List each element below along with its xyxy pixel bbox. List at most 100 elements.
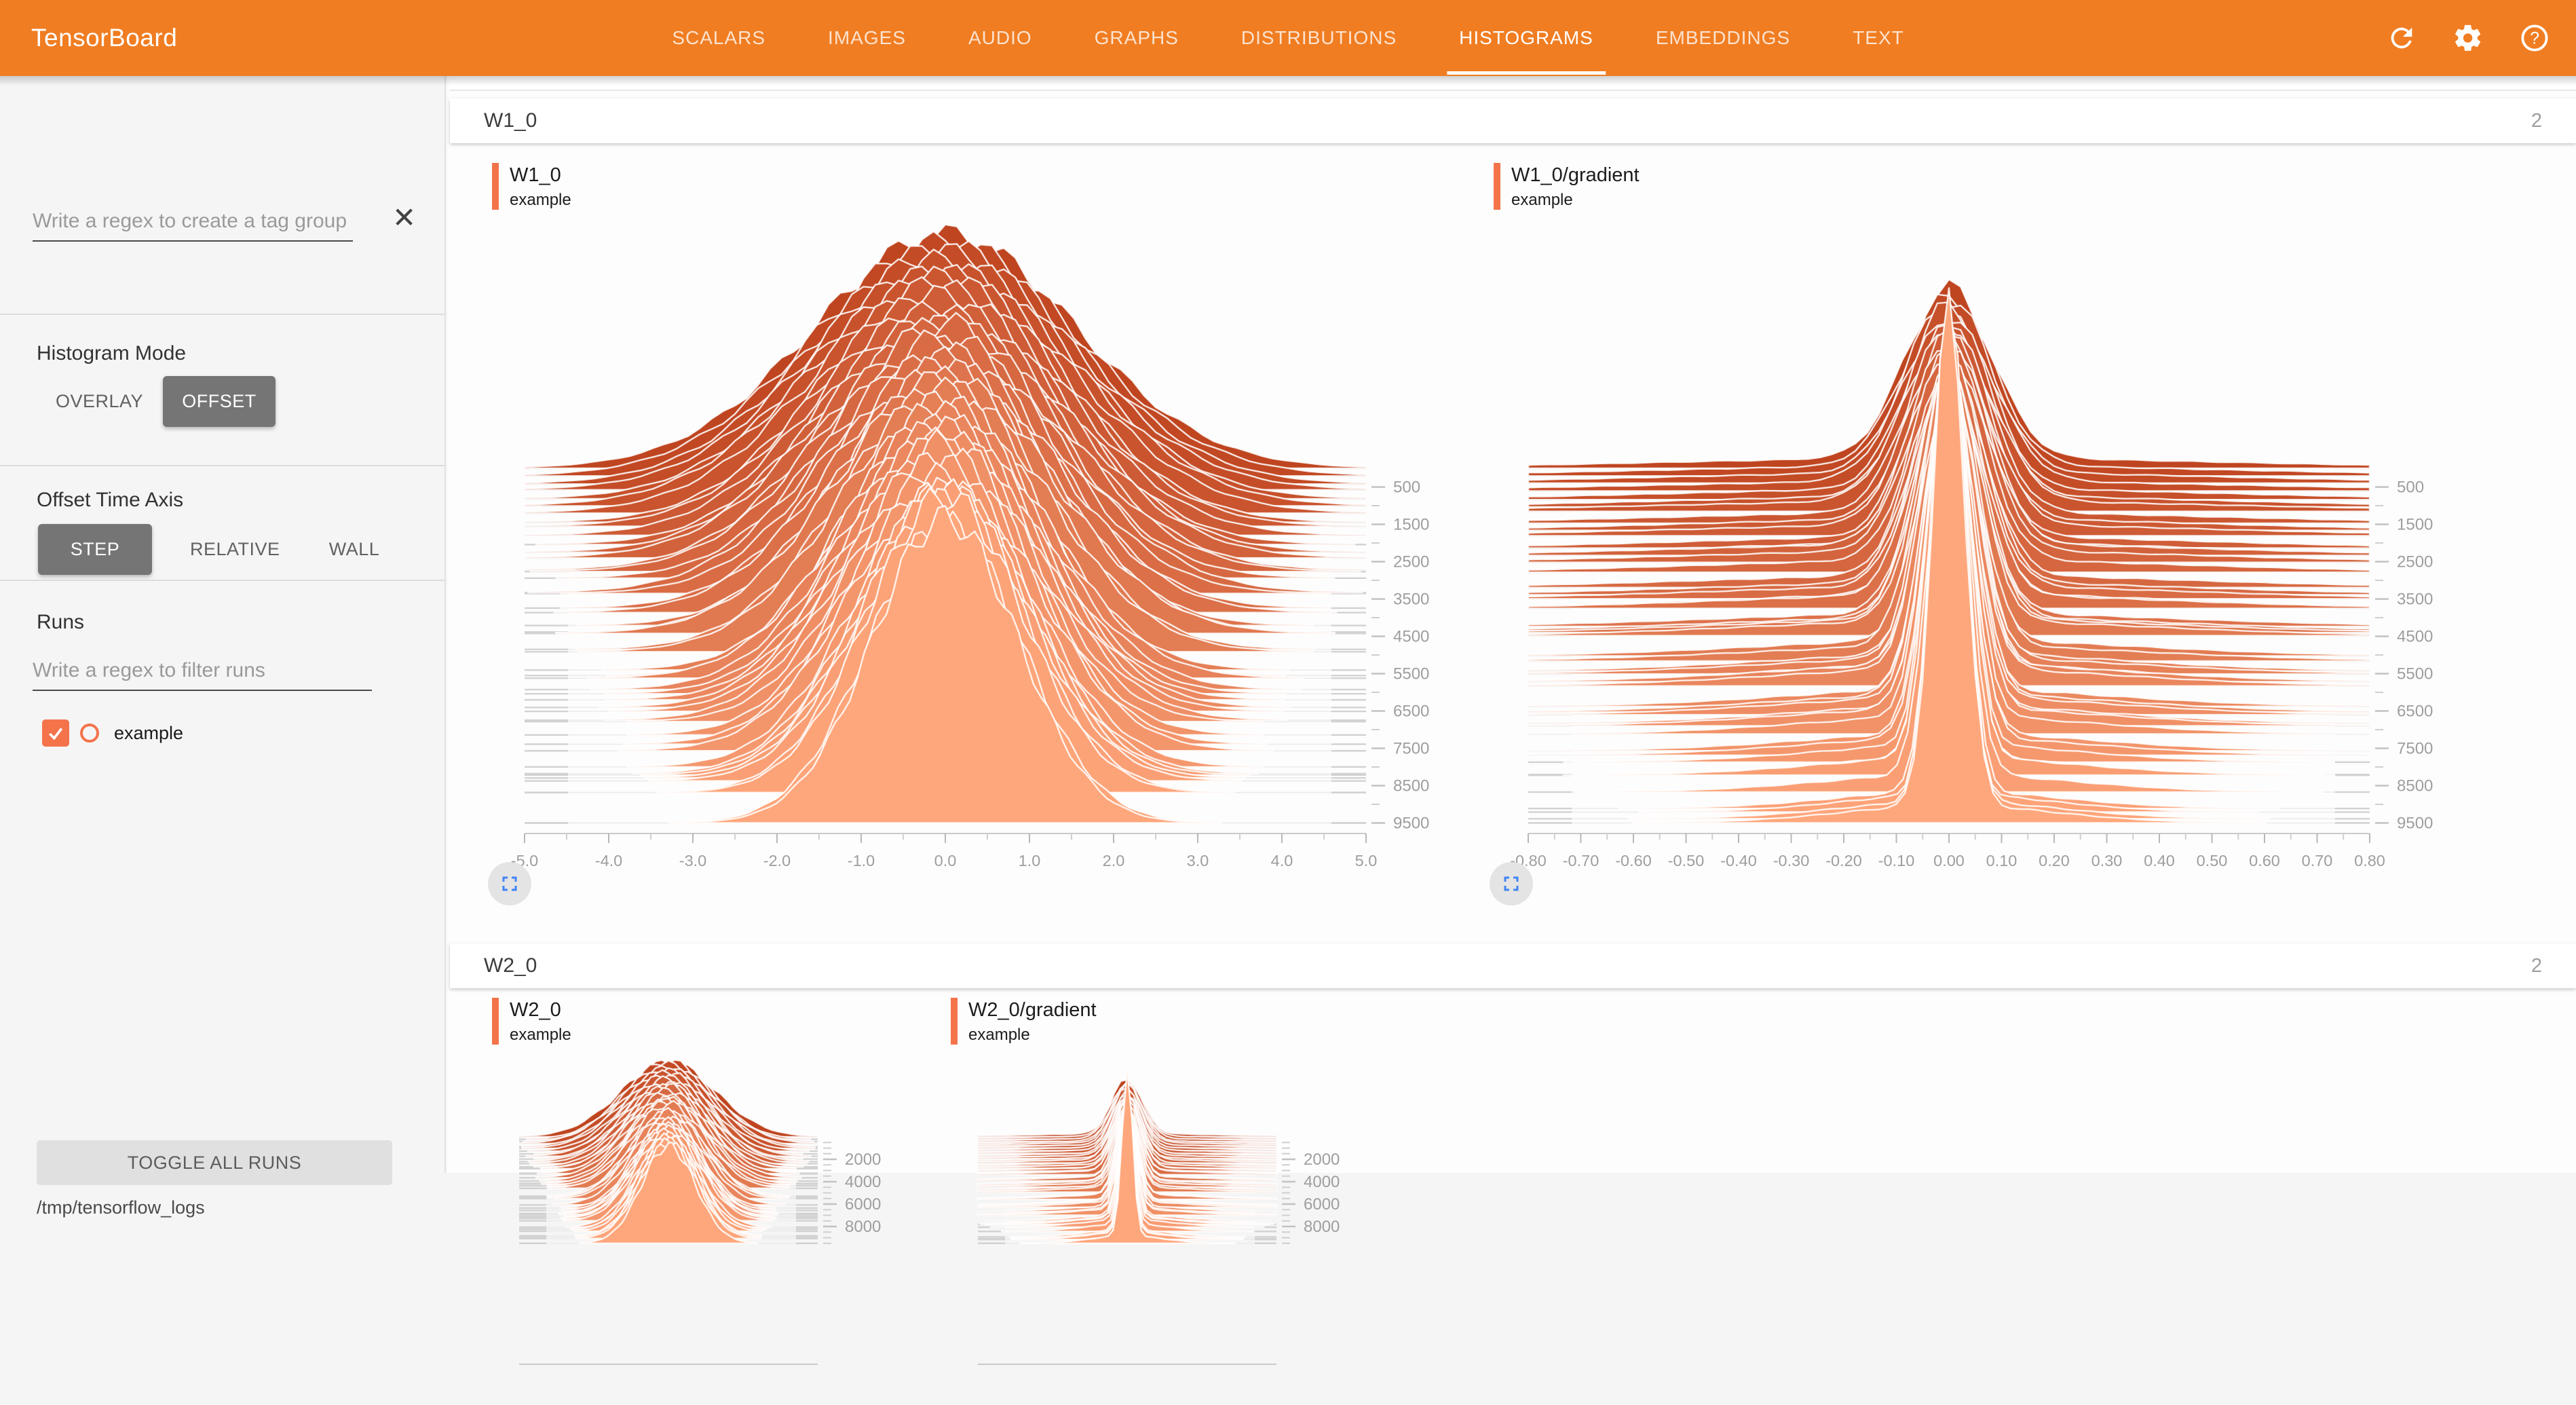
main-content: W1_0 2 W1_0 example 500 1500 2500 3500 4500 5… [447, 76, 2576, 1365]
svg-text:0.50: 0.50 [2197, 852, 2228, 869]
expand-icon[interactable] [1490, 862, 1533, 905]
svg-text:500: 500 [1393, 479, 1420, 497]
mode-offset-button[interactable]: OFFSET [163, 376, 276, 427]
scrolled-card-edge [450, 76, 2576, 91]
svg-text:4000: 4000 [845, 1173, 881, 1191]
run-color-bar [951, 998, 958, 1045]
axis-step-button[interactable]: STEP [38, 524, 152, 575]
histogram-plot[interactable]: 2000 4000 6000 8000 [936, 1045, 1343, 1398]
svg-text:0.30: 0.30 [2091, 852, 2123, 869]
svg-text:2000: 2000 [845, 1150, 881, 1169]
tab-graphs[interactable]: GRAPHS [1094, 27, 1179, 48]
chart-run-label: example [510, 1026, 571, 1044]
sidebar: ✕ Histogram Mode OVERLAY OFFSET Offset T… [0, 76, 446, 1218]
chart-run-label: example [968, 1026, 1030, 1044]
svg-text:4500: 4500 [1393, 628, 1429, 646]
tab-histograms[interactable]: HISTOGRAMS [1428, 0, 1625, 76]
svg-text:2500: 2500 [1393, 553, 1429, 572]
svg-text:-0.20: -0.20 [1825, 852, 1862, 869]
svg-text:0.0: 0.0 [934, 852, 957, 869]
svg-text:-2.0: -2.0 [763, 852, 791, 869]
svg-text:8000: 8000 [1304, 1218, 1340, 1236]
chart-title: W1_0/gradient [1511, 164, 1640, 186]
svg-text:500: 500 [2397, 479, 2424, 497]
svg-text:8500: 8500 [1393, 777, 1429, 795]
svg-text:6000: 6000 [845, 1195, 881, 1214]
histogram-plot[interactable]: 500 1500 2500 3500 4500 5500 6500 7500 8500 9500 -… [1479, 212, 2463, 877]
runs-label: Runs [37, 611, 85, 633]
svg-text:0.20: 0.20 [2039, 852, 2070, 869]
app-title: TensorBoard [31, 24, 178, 52]
axis-wall-button[interactable]: WALL [304, 524, 404, 575]
chart-title: W2_0/gradient [968, 999, 1097, 1021]
svg-text:3500: 3500 [2397, 591, 2433, 609]
help-icon[interactable]: ? [2519, 22, 2550, 54]
svg-text:6000: 6000 [1304, 1195, 1340, 1214]
svg-text:9500: 9500 [1393, 814, 1429, 833]
refresh-icon[interactable] [2386, 22, 2417, 54]
histogram-plot[interactable]: 500 1500 2500 3500 4500 5500 6500 7500 8500 9500 -… [477, 212, 1461, 877]
toggle-all-runs-button[interactable]: TOGGLE ALL RUNS [37, 1140, 392, 1185]
histogram-chart-w1_0-gradient: W1_0/gradient example 500 1500 2500 3500 450… [1479, 163, 2463, 930]
svg-text:?: ? [2530, 29, 2539, 48]
svg-text:7500: 7500 [2397, 740, 2433, 758]
offset-time-axis-label: Offset Time Axis [37, 489, 184, 511]
tag-filter-input[interactable] [33, 202, 353, 242]
run-filter-input[interactable] [33, 652, 372, 691]
run-color-bar [492, 163, 499, 210]
svg-text:2.0: 2.0 [1103, 852, 1125, 869]
histogram-plot[interactable]: 2000 4000 6000 8000 [477, 1045, 884, 1398]
log-directory: /tmp/tensorflow_logs [37, 1197, 205, 1218]
svg-text:9500: 9500 [2397, 814, 2433, 833]
divider [0, 314, 444, 315]
divider [0, 465, 444, 466]
histogram-chart-w1_0: W1_0 example 500 1500 2500 3500 4500 5500 6500… [477, 163, 1461, 930]
tab-embeddings[interactable]: EMBEDDINGS [1655, 27, 1791, 48]
svg-text:-1.0: -1.0 [848, 852, 875, 869]
tab-images[interactable]: IMAGES [828, 27, 906, 48]
svg-text:5.0: 5.0 [1355, 852, 1378, 869]
nav-tabs: SCALARS IMAGES AUDIO GRAPHS DISTRIBUTION… [641, 0, 1935, 76]
svg-text:-0.50: -0.50 [1668, 852, 1705, 869]
check-icon [49, 728, 63, 741]
svg-text:1.0: 1.0 [1019, 852, 1041, 869]
expand-icon[interactable] [488, 862, 531, 905]
chart-header: W1_0/gradient example [1494, 163, 1640, 210]
section-count-badge: 2 [2531, 954, 2542, 977]
svg-text:0.00: 0.00 [1933, 852, 1965, 869]
run-checkbox[interactable] [42, 719, 69, 747]
close-icon[interactable]: ✕ [392, 202, 417, 233]
divider [0, 580, 444, 581]
chart-header: W2_0 example [492, 998, 571, 1045]
svg-text:1500: 1500 [2397, 516, 2433, 534]
svg-text:-0.30: -0.30 [1773, 852, 1810, 869]
svg-text:3500: 3500 [1393, 591, 1429, 609]
section-title: W2_0 [484, 954, 537, 977]
svg-text:4500: 4500 [2397, 628, 2433, 646]
svg-text:7500: 7500 [1393, 740, 1429, 758]
section-header-w2_0[interactable]: W2_0 2 [450, 943, 2576, 988]
axis-relative-button[interactable]: RELATIVE [171, 524, 290, 575]
tab-audio[interactable]: AUDIO [968, 27, 1032, 48]
svg-text:0.60: 0.60 [2249, 852, 2280, 869]
tab-scalars[interactable]: SCALARS [672, 27, 766, 48]
svg-text:0.10: 0.10 [1986, 852, 2018, 869]
svg-text:6500: 6500 [1393, 702, 1429, 721]
mode-overlay-button[interactable]: OVERLAY [37, 376, 162, 427]
svg-text:6500: 6500 [2397, 702, 2433, 721]
svg-text:5500: 5500 [1393, 665, 1429, 683]
histogram-mode-label: Histogram Mode [37, 342, 187, 364]
tab-text[interactable]: TEXT [1853, 27, 1904, 48]
svg-text:-0.70: -0.70 [1563, 852, 1599, 869]
section-header-w1_0[interactable]: W1_0 2 [450, 98, 2576, 143]
settings-icon[interactable] [2452, 22, 2484, 54]
run-color-bar [1494, 163, 1500, 210]
svg-text:0.70: 0.70 [2302, 852, 2333, 869]
chart-header: W1_0 example [492, 163, 571, 210]
run-list-item: example [42, 719, 183, 747]
chart-title: W1_0 [510, 164, 561, 186]
run-name: example [114, 722, 184, 743]
chart-run-label: example [510, 191, 571, 209]
tab-distributions[interactable]: DISTRIBUTIONS [1240, 27, 1397, 48]
svg-text:4.0: 4.0 [1271, 852, 1293, 869]
